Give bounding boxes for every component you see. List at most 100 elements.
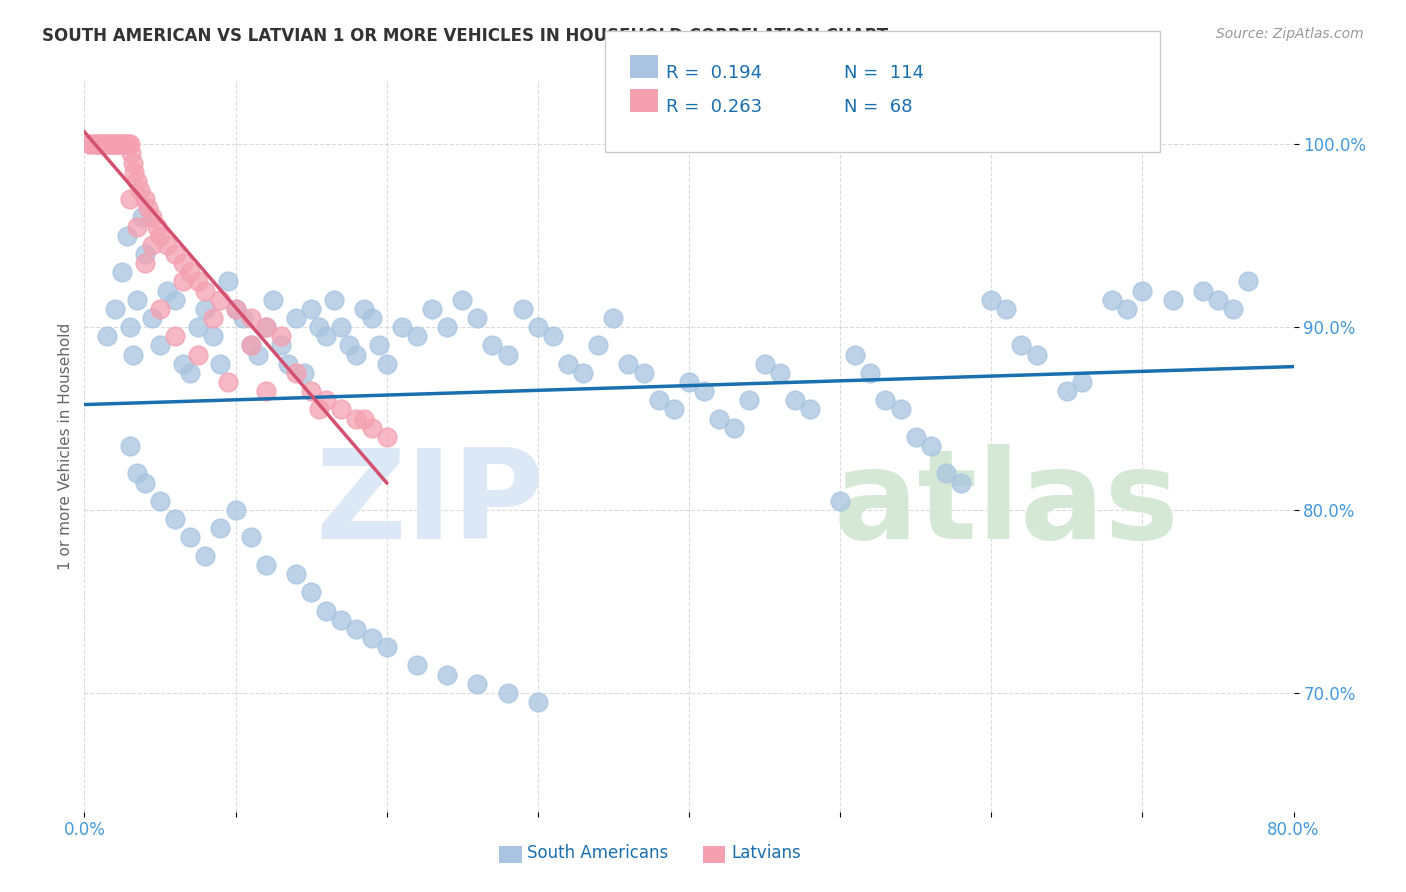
Point [935, 467, 957, 481]
Point [165, 512, 187, 526]
Text: N =  114: N = 114 [844, 64, 924, 82]
Point [149, 494, 172, 508]
Point [172, 256, 194, 270]
Point [330, 402, 353, 417]
Text: Latvians: Latvians [731, 844, 801, 862]
Point [97, 137, 120, 152]
Point [121, 348, 143, 362]
Point [375, 640, 398, 655]
Point [104, 301, 127, 316]
Point [118, 137, 141, 152]
Point [353, 301, 375, 316]
Point [194, 301, 217, 316]
Point [101, 137, 124, 152]
Point [107, 137, 129, 152]
Point [541, 329, 564, 343]
Text: ZIP: ZIP [315, 444, 544, 565]
Point [588, 338, 610, 352]
Point [420, 301, 443, 316]
Point [187, 275, 209, 289]
Point [315, 604, 337, 618]
Point [436, 667, 458, 681]
Point [436, 320, 458, 334]
Point [209, 521, 232, 535]
Point [194, 549, 217, 563]
Point [127, 174, 149, 188]
Point [890, 402, 912, 417]
Point [108, 137, 131, 152]
Point [1132, 284, 1154, 298]
Point [709, 411, 731, 425]
Point [121, 155, 143, 169]
Point [859, 366, 882, 380]
Point [209, 357, 232, 371]
Point [769, 366, 792, 380]
Point [225, 503, 247, 517]
Point [89, 137, 111, 152]
Point [239, 531, 262, 545]
Point [270, 338, 292, 352]
Point [1101, 293, 1123, 307]
Point [337, 338, 360, 352]
Point [467, 311, 489, 326]
Point [118, 439, 141, 453]
Point [91, 137, 114, 152]
Point [127, 219, 149, 234]
Point [299, 301, 322, 316]
Point [285, 366, 308, 380]
Point [77, 137, 100, 152]
Point [179, 531, 201, 545]
Point [723, 421, 745, 435]
Point [678, 375, 700, 389]
Point [308, 402, 330, 417]
Point [187, 348, 209, 362]
Point [217, 275, 239, 289]
Point [1237, 275, 1260, 289]
Point [467, 677, 489, 691]
Point [105, 137, 128, 152]
Point [110, 137, 132, 152]
Point [127, 467, 149, 481]
Point [693, 384, 716, 399]
Point [980, 293, 1002, 307]
Text: Source: ZipAtlas.com: Source: ZipAtlas.com [1216, 27, 1364, 41]
Point [391, 320, 413, 334]
Point [360, 631, 382, 645]
Point [136, 202, 159, 216]
Point [134, 475, 156, 490]
Point [179, 366, 201, 380]
Point [315, 329, 337, 343]
Point [738, 393, 761, 408]
Point [84, 137, 107, 152]
Point [239, 338, 262, 352]
Point [496, 348, 519, 362]
Point [617, 357, 640, 371]
Point [86, 137, 108, 152]
Point [179, 265, 201, 279]
Point [149, 228, 172, 243]
Point [527, 695, 550, 709]
Point [496, 686, 519, 700]
Point [262, 293, 284, 307]
Point [232, 311, 254, 326]
Point [118, 320, 141, 334]
Point [995, 301, 1018, 316]
Point [1116, 301, 1139, 316]
Point [330, 320, 353, 334]
Point [406, 329, 429, 343]
Point [111, 137, 134, 152]
Point [277, 357, 299, 371]
Text: R =  0.263: R = 0.263 [666, 98, 762, 116]
Point [111, 265, 134, 279]
Text: atlas: atlas [834, 444, 1180, 565]
Point [115, 137, 138, 152]
Point [217, 375, 239, 389]
Point [799, 402, 821, 417]
Point [239, 311, 262, 326]
Point [225, 301, 247, 316]
Point [134, 256, 156, 270]
Point [149, 301, 172, 316]
Point [225, 301, 247, 316]
Point [149, 338, 172, 352]
Point [633, 366, 655, 380]
